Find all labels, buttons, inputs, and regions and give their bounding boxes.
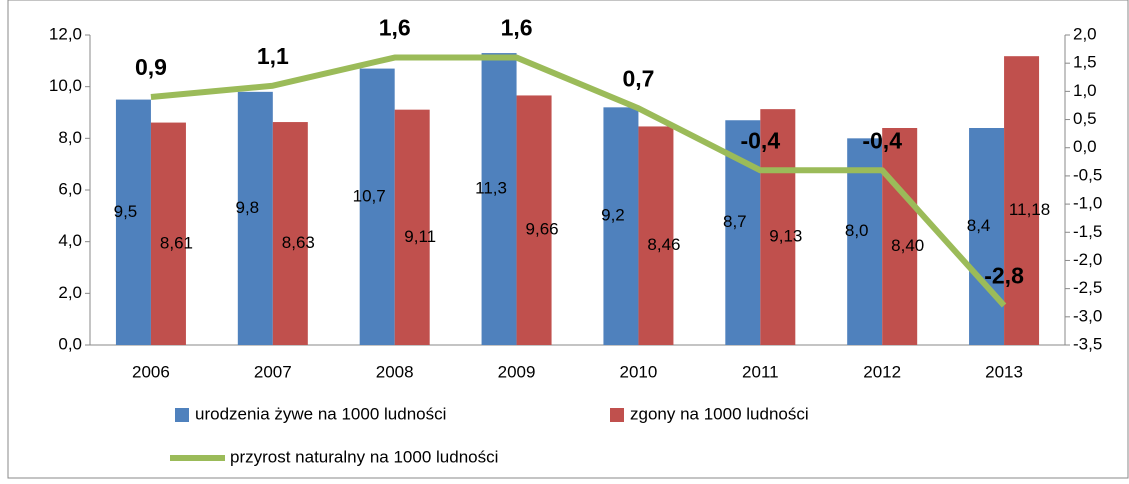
x-tick-label: 2011 [742,362,779,381]
line-value-label: 1,6 [379,15,411,41]
y-tick-label: 8,0 [58,128,82,147]
bar [394,109,430,346]
x-tick-label: 2013 [985,362,1023,381]
bar [150,122,186,345]
bar [237,91,273,345]
y-tick-label: 4,0 [58,231,82,250]
x-tick-label: 2010 [620,362,658,381]
y2-tick-label: -2,0 [1073,250,1102,269]
legend-label: przyrost naturalny na 1000 ludności [230,447,498,466]
line-value-label: 0,7 [622,65,654,91]
legend-swatch [610,408,624,422]
y-tick-label: 2,0 [58,283,82,302]
bar-value-label: 8,7 [723,212,747,231]
y2-tick-label: -3,5 [1073,334,1102,353]
y-tick-label: 6,0 [58,179,82,198]
bar-value-label: 9,5 [114,202,138,221]
line-series [150,54,1007,308]
x-tick-label: 2007 [254,362,292,381]
bar [272,122,308,345]
bar-value-label: 11,3 [475,179,507,198]
x-tick-label: 2006 [132,362,170,381]
bar [516,95,552,345]
y-tick-label: 12,0 [49,24,82,43]
bar-value-label: 9,13 [769,227,802,246]
y2-tick-label: 0,0 [1073,137,1097,156]
bar [882,128,918,345]
bar-value-label: 8,46 [647,235,680,254]
y2-tick-label: -3,0 [1073,306,1102,325]
y2-tick-label: 0,5 [1073,109,1097,128]
y2-tick-label: 2,0 [1073,24,1097,43]
bar [1004,56,1040,345]
bar [603,107,639,345]
x-tick-label: 2012 [863,362,901,381]
bar-value-label: 9,11 [404,227,436,246]
line-value-label: 0,9 [135,54,167,80]
y2-tick-label: -0,5 [1073,165,1102,184]
y2-tick-label: -1,0 [1073,194,1102,213]
bar-value-label: 11,18 [1009,200,1050,219]
bar-value-label: 8,40 [891,236,924,255]
bar [969,128,1005,345]
bar-value-label: 10,7 [353,186,386,205]
y2-tick-label: -2,5 [1073,278,1102,297]
line-value-label: -0,4 [740,127,780,153]
x-tick-label: 2009 [498,362,536,381]
y-tick-label: 0,0 [58,334,82,353]
legend-swatch [175,408,189,422]
bar-value-label: 8,63 [282,233,315,252]
y2-tick-label: 1,0 [1073,81,1097,100]
x-tick-label: 2008 [376,362,414,381]
bar [359,68,395,345]
y2-tick-label: 1,5 [1073,53,1097,72]
line-value-label: 1,6 [501,15,533,41]
line-value-label: -2,8 [984,263,1024,289]
legend-label: zgony na 1000 ludności [630,404,809,423]
bar-value-label: 9,2 [601,206,625,225]
bar-value-label: 8,61 [160,233,193,252]
line-value-label: 1,1 [257,43,289,69]
bar-value-label: 8,4 [967,216,991,235]
y2-tick-label: -1,5 [1073,222,1102,241]
bar [638,126,674,345]
bar-value-label: 9,66 [526,220,559,239]
bar [760,109,796,346]
legend-label: urodzenia żywe na 1000 ludności [195,404,446,423]
bar [115,99,151,345]
y-tick-label: 10,0 [49,76,82,95]
bar-value-label: 8,0 [845,221,869,240]
bar [481,53,517,345]
line-value-label: -0,4 [862,127,902,153]
bar-value-label: 9,8 [235,198,259,217]
